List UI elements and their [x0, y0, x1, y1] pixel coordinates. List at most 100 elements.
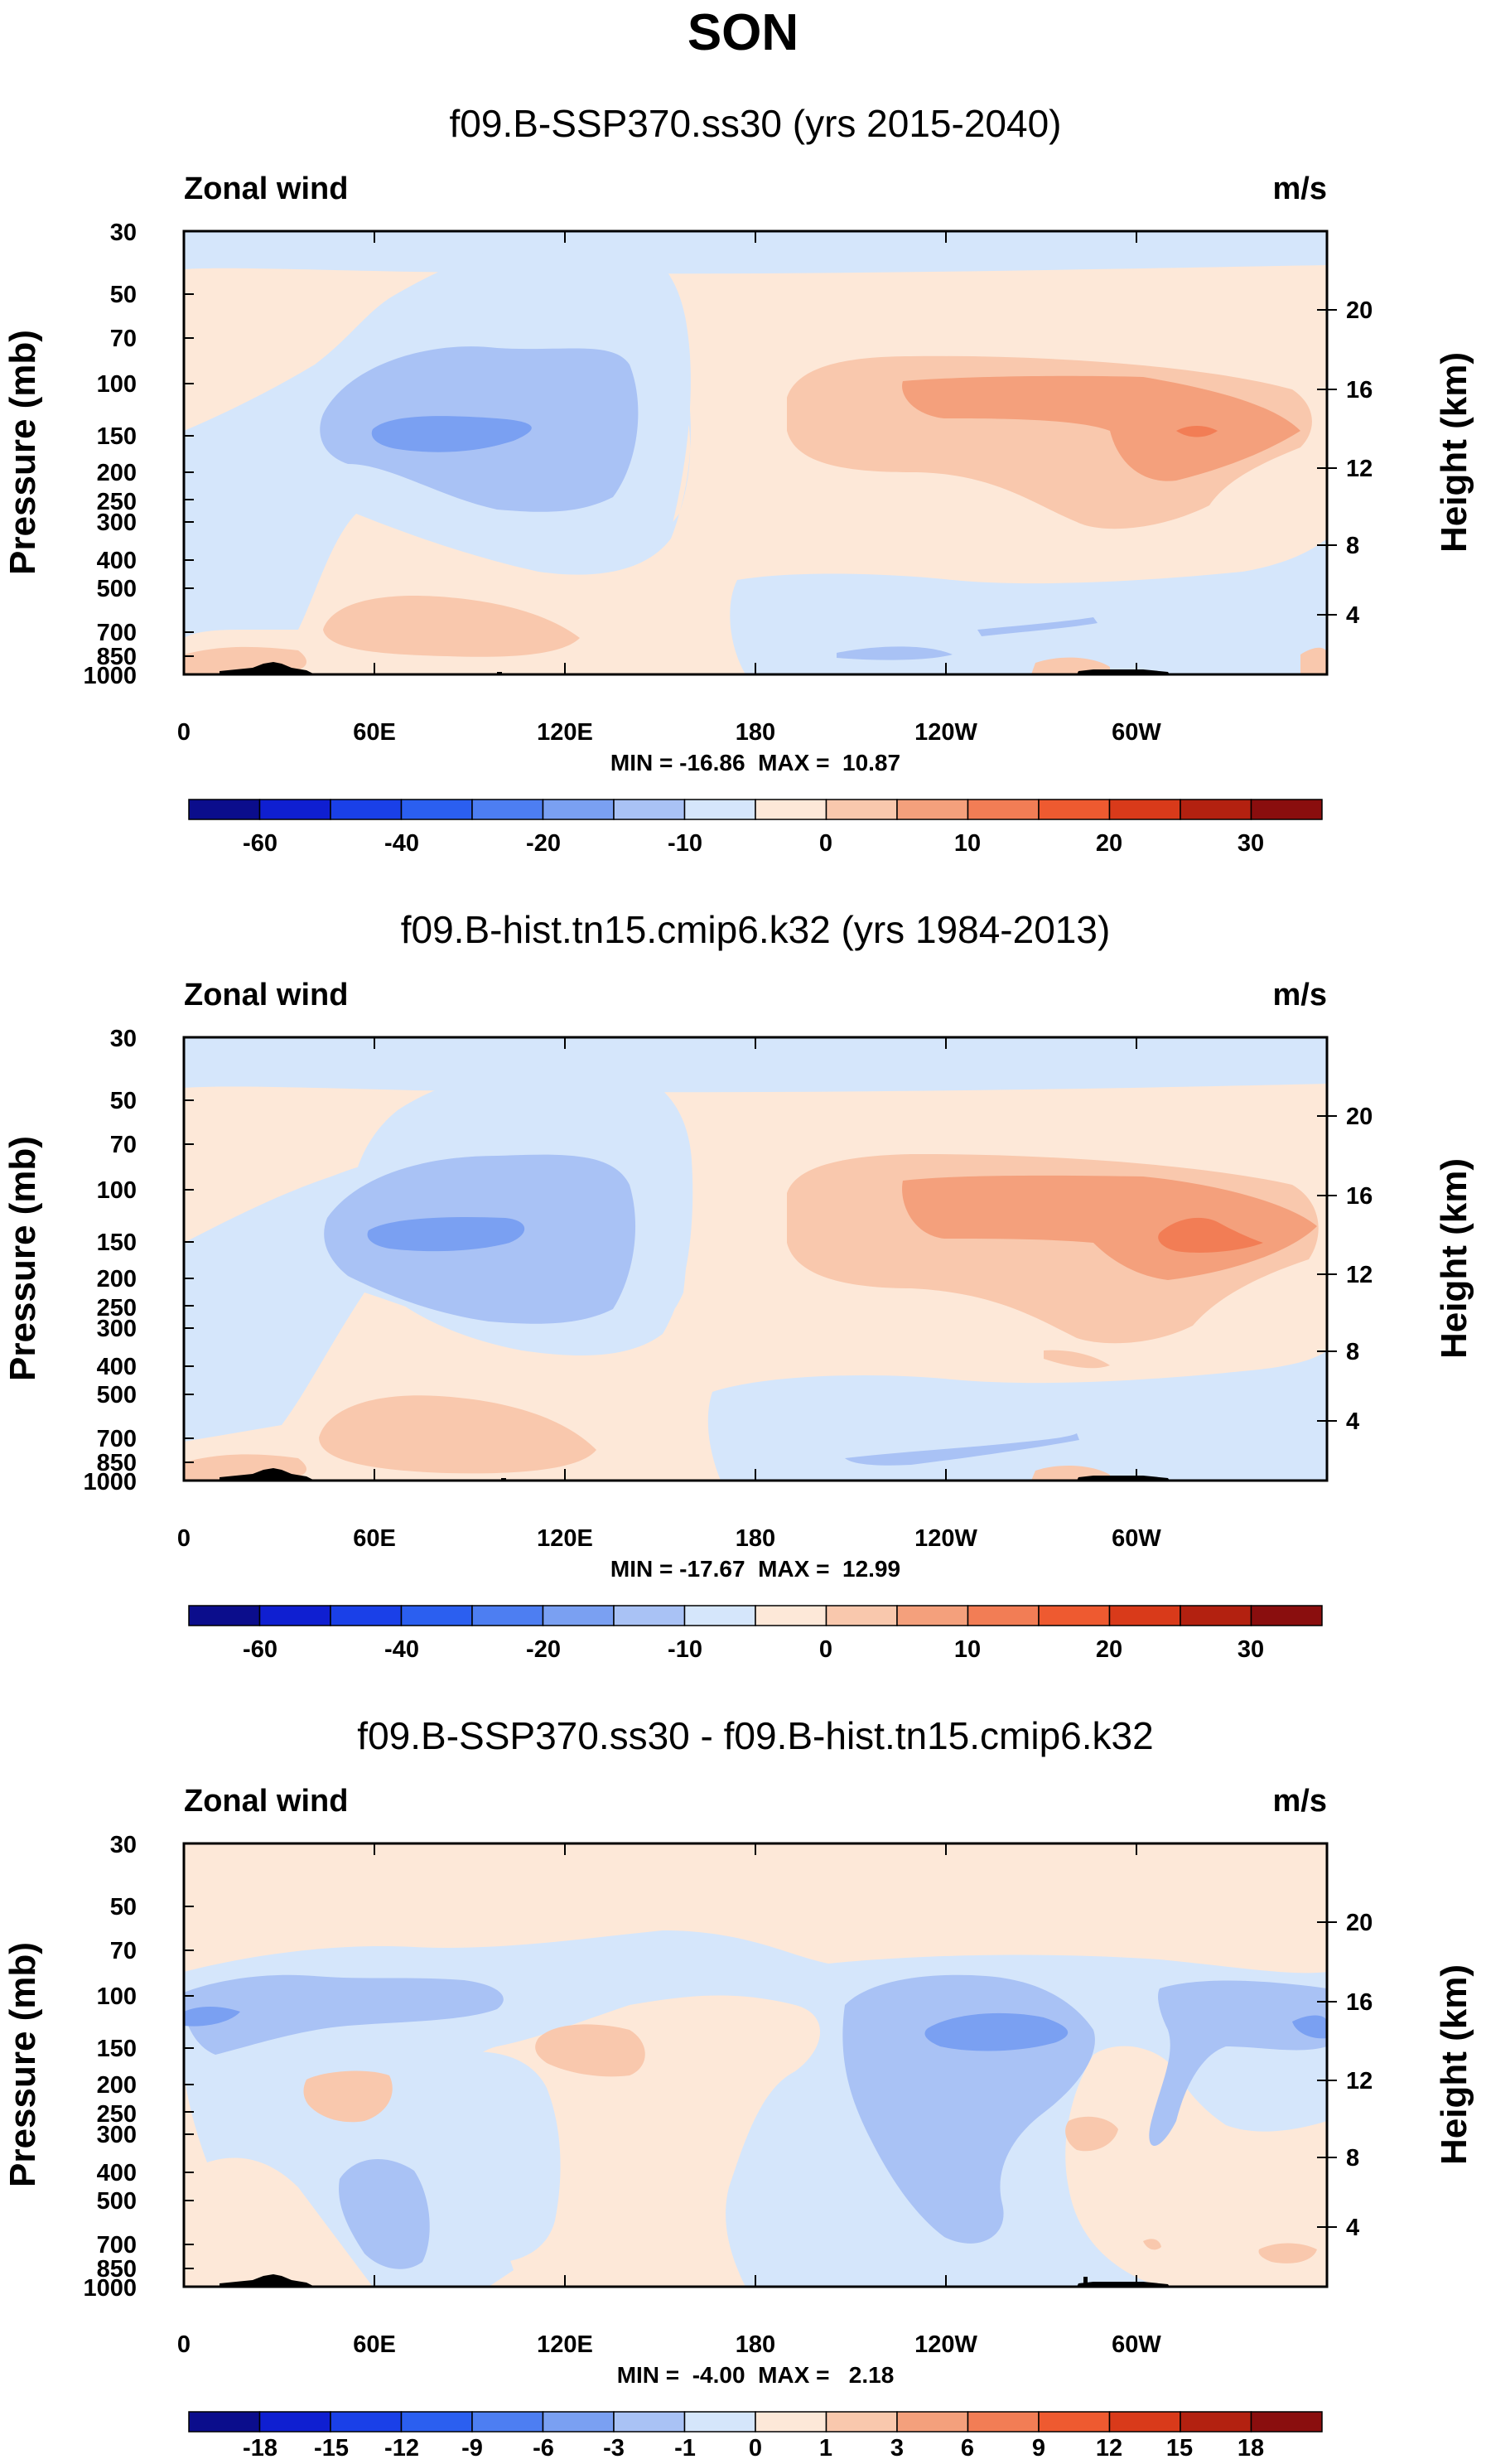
y-tick-label: 250 — [97, 489, 137, 515]
colorbar-swatch — [1180, 2411, 1252, 2433]
colorbar-swatch — [471, 799, 544, 820]
colorbar-label: 20 — [1096, 1636, 1122, 1663]
y-tick-label: 300 — [97, 510, 137, 536]
x-tick-label: 0 — [177, 2331, 191, 2358]
y-tick-label: 70 — [110, 1938, 137, 1964]
variable-label: Zonal wind — [184, 172, 348, 206]
colorbar-labels: -18 -15 -12 -9 -6 -3 -1 0 1 3 6 9 12 15 … — [243, 2435, 1264, 2462]
y-ticks-right — [1317, 1921, 1337, 2228]
positive-patch-left — [303, 2070, 393, 2123]
colorbar-label: 1 — [819, 2435, 832, 2462]
easterly-core — [367, 1216, 525, 1252]
y-tick-label: 300 — [97, 1316, 137, 1342]
colorbar-swatch — [258, 2411, 331, 2433]
x-tick-label: 60E — [353, 719, 396, 746]
colorbar-swatch — [1038, 1605, 1111, 1626]
y-tick-label: 50 — [110, 1088, 137, 1114]
colorbar-swatch — [967, 1605, 1040, 1626]
x-tick-label: 0 — [177, 719, 191, 746]
y-tick-label: 250 — [97, 1295, 137, 1321]
colorbar-label: 10 — [954, 830, 981, 857]
colorbar-labels: -60 -40 -20 -10 0 10 20 30 — [243, 1636, 1264, 1663]
y-tick-label: 70 — [110, 326, 137, 352]
stratosphere-easterly-band — [184, 1037, 1327, 1093]
y-axis-left: 30 50 70 100 150 200 250 300 400 500 700… — [83, 1832, 137, 2302]
y-tick-label: 850 — [97, 644, 137, 670]
colorbar-swatch — [755, 2411, 827, 2433]
colorbar-label: -18 — [243, 2435, 277, 2462]
colorbar — [188, 1605, 1323, 1626]
colorbar-label: -10 — [668, 830, 702, 857]
y-tick-label: 700 — [97, 2232, 137, 2259]
y-ticks-left — [184, 230, 194, 657]
y-tick-label: 30 — [110, 1026, 137, 1052]
colorbar-swatch — [755, 1605, 827, 1626]
colorbar — [188, 2411, 1323, 2433]
panel-1: f09.B-SSP370.ss30 (yrs 2015-2040) Zonal … — [2, 102, 1474, 857]
height-tick-label: 16 — [1346, 1183, 1373, 1210]
upper-westerly-streak — [1044, 1350, 1110, 1369]
y-tick-label: 200 — [97, 2072, 137, 2099]
y-tick-label: 400 — [97, 2160, 137, 2186]
colorbar-label: -20 — [526, 1636, 561, 1663]
colorbar-swatch — [400, 1605, 473, 1626]
panel-2: f09.B-hist.tn15.cmip6.k32 (yrs 1984-2013… — [2, 908, 1474, 1663]
colorbar-label: 30 — [1238, 830, 1264, 857]
colorbar-label: 0 — [819, 1636, 832, 1663]
y-tick-label: 200 — [97, 1266, 137, 1292]
colorbar-swatch — [188, 799, 261, 820]
lower-easterly-sliver — [845, 1433, 1079, 1466]
y-axis-left: 30 50 70 100 150 200 250 300 400 500 700… — [83, 1026, 137, 1495]
y-tick-label: 300 — [97, 2122, 137, 2148]
eastern-pacific-blue-region — [730, 539, 1327, 674]
height-tick-label: 12 — [1346, 1262, 1373, 1288]
colorbar-swatch — [613, 2411, 686, 2433]
y-tick-label: 200 — [97, 460, 137, 486]
height-tick-label: 4 — [1346, 1408, 1359, 1435]
min-max-label: MIN = -4.00 MAX = 2.18 — [617, 2362, 895, 2388]
y-tick-label: 70 — [110, 1132, 137, 1158]
colorbar-swatch — [400, 2411, 473, 2433]
negative-core-right — [1292, 2015, 1327, 2039]
y-ticks-left — [184, 1843, 194, 2269]
negative-region-mid-right — [1149, 1980, 1327, 2146]
terrain-asia — [220, 1468, 315, 1481]
variable-label: Zonal wind — [184, 978, 348, 1012]
y-tick-label: 30 — [110, 220, 137, 246]
height-tick-label: 8 — [1346, 2145, 1359, 2172]
colorbar-swatch — [613, 799, 686, 820]
y-tick-label: 50 — [110, 282, 137, 308]
westerly-core — [1176, 426, 1218, 437]
colorbar-swatch — [825, 1605, 898, 1626]
height-tick-label: 20 — [1346, 1104, 1373, 1130]
colorbar-label: 0 — [819, 830, 832, 857]
plot-area — [184, 1843, 1327, 2287]
min-max-label: MIN = -16.86 MAX = 10.87 — [610, 750, 900, 775]
colorbar-swatch — [1180, 799, 1252, 820]
y-ticks-right — [1317, 1115, 1337, 1422]
height-tick-label: 8 — [1346, 1339, 1359, 1365]
upper-negative-mid-left — [184, 1974, 504, 2055]
y-axis-right-title: Height (km) — [1434, 352, 1474, 553]
panel-title: f09.B-SSP370.ss30 (yrs 2015-2040) — [450, 102, 1062, 145]
panel-title: f09.B-hist.tn15.cmip6.k32 (yrs 1984-2013… — [401, 908, 1111, 951]
colorbar-label: -20 — [526, 830, 561, 857]
height-tick-label: 12 — [1346, 2068, 1373, 2094]
y-tick-label: 1000 — [83, 1469, 137, 1495]
y-axis-right: 20 16 12 8 4 — [1346, 297, 1373, 629]
terrain-asia — [220, 2274, 315, 2287]
x-tick-label: 120W — [914, 719, 977, 746]
x-axis: 0 60E 120E 180 120W 60W — [177, 2331, 1162, 2358]
y-axis-right-title: Height (km) — [1434, 1964, 1474, 2165]
colorbar-label: 20 — [1096, 830, 1122, 857]
central-negative-region — [433, 2051, 561, 2263]
colorbar-label: -1 — [674, 2435, 696, 2462]
y-axis-title: Pressure (mb) — [2, 1942, 43, 2187]
colorbar-swatch — [683, 2411, 756, 2433]
colorbar-swatch — [330, 799, 403, 820]
x-tick-label: 180 — [736, 2331, 775, 2358]
y-ticks-left — [184, 1036, 194, 1463]
colorbar-swatch — [1108, 1605, 1181, 1626]
units-label: m/s — [1273, 978, 1327, 1012]
y-tick-label: 150 — [97, 2036, 137, 2062]
